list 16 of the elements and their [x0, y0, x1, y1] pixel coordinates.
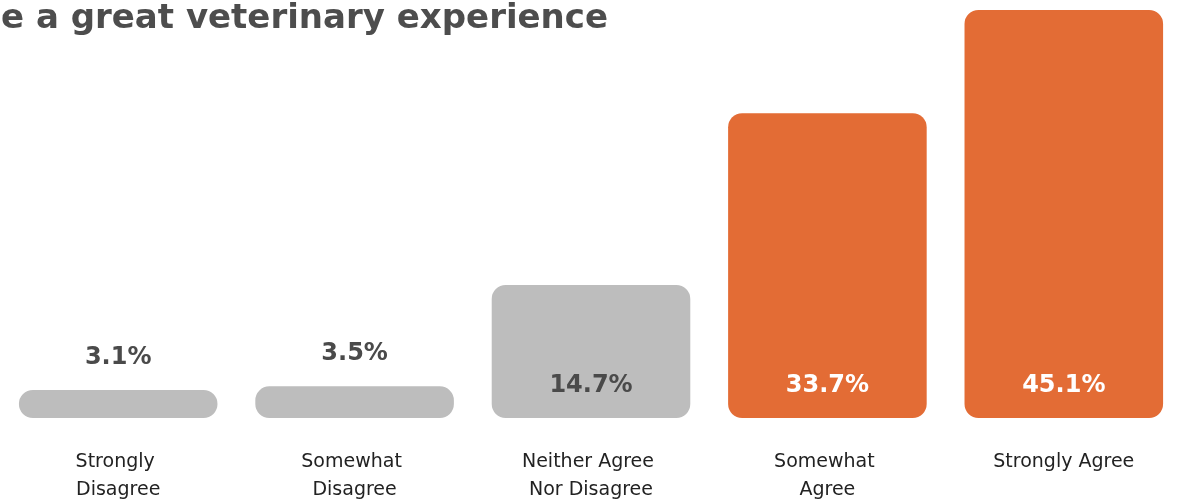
x-tick-label: Strongly Disagree	[75, 449, 161, 499]
bar	[728, 113, 927, 418]
x-tick-label: Somewhat Agree	[774, 449, 881, 499]
bar	[964, 10, 1164, 418]
data-label: 3.1%	[84, 341, 152, 370]
bar	[255, 386, 454, 418]
x-tick-label: Somewhat Disagree	[301, 449, 408, 499]
x-tick-label: Strongly Agree	[993, 449, 1135, 471]
data-label: 33.7%	[785, 370, 870, 398]
bar	[491, 285, 691, 418]
data-label: 3.5%	[321, 338, 388, 367]
bar	[18, 389, 218, 418]
data-label: 14.7%	[549, 370, 633, 398]
chart-title: e a great veterinary experience	[1, 0, 609, 36]
x-tick-label: Neither Agree Nor Disagree	[521, 449, 661, 499]
data-label: 45.1%	[1022, 370, 1106, 398]
